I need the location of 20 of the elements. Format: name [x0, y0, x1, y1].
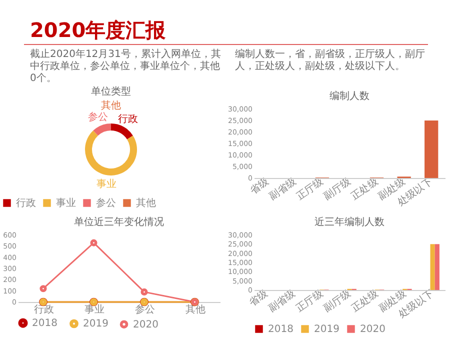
slice-label: 行政 [118, 114, 138, 125]
legend-label: 2020 [133, 319, 158, 330]
x-tick-label: 行政 [34, 304, 54, 316]
legend-label: 2018 [268, 324, 294, 335]
legend-label: 2020 [360, 324, 386, 335]
legend-label: 2019 [314, 324, 340, 335]
x-tick-label: 其他 [185, 304, 206, 316]
chart-title: 单位近三年变化情况 [74, 216, 164, 228]
x-tick-label: 事业 [84, 304, 104, 316]
legend-label: 2018 [32, 318, 58, 330]
chart-title: 单位类型 [91, 86, 131, 98]
category-label: 其他 [101, 100, 121, 112]
text: 2020年度汇报 [30, 18, 166, 42]
chart-title: 编制人数 [330, 90, 370, 102]
text: 编制人数一，省，副省级，正厅级人，副厅人，正处级人，副处级，处级以下人。 [235, 49, 426, 73]
chart-title: 近三年编制人数 [314, 216, 384, 228]
text: 截止2020年12月31号，累计入网单位，其中行政单位，参公单位，事业单位个，其他0个。 [30, 49, 222, 85]
slice-label: 参公 [88, 110, 108, 123]
x-tick-label: 参公 [134, 304, 155, 316]
legend-label: 2019 [83, 318, 108, 330]
